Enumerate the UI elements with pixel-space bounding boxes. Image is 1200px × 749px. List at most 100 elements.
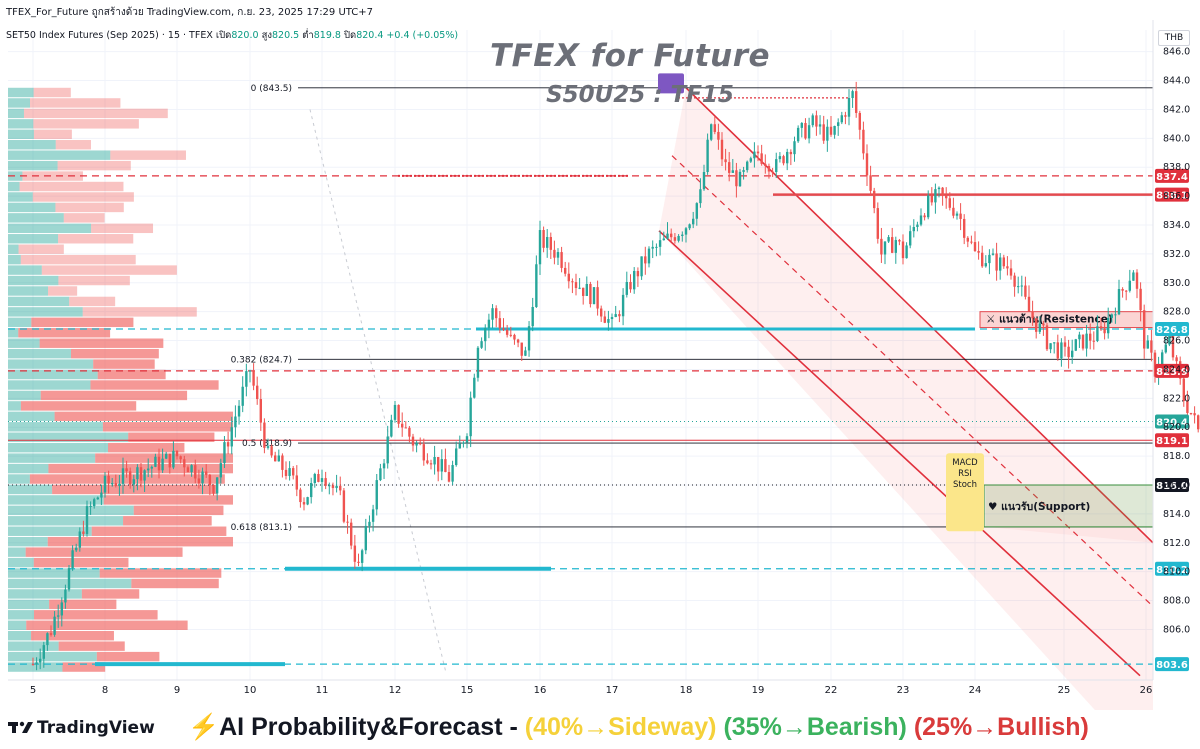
candle-body [677,235,680,241]
support-label: ♥ แนวรับ(Support) [988,501,1090,513]
candle-body [629,281,632,290]
candle-body [869,175,872,191]
candle-body [186,467,190,473]
tradingview-logo[interactable]: TradingView [8,718,155,738]
volume-profile-up-bar [8,234,59,244]
candle-body [582,287,585,296]
fib-label-0.382: 0.382 (824.7) [231,355,292,365]
volume-profile-down-bar [82,307,197,317]
candle-body [212,484,215,494]
volume-profile-down-bar [108,442,185,453]
candle-body [567,273,570,282]
volume-profile-up-bar [8,140,56,150]
volume-profile-down-bar [55,140,91,150]
candle-body [930,195,933,203]
symbol-name: SET50 Index Futures (Sep 2025) · 15 · TF… [6,30,213,41]
volume-profile-down-bar [93,359,155,369]
candle-body [393,404,397,420]
candle-body [887,237,890,242]
candle-body [963,218,966,238]
price-tag-bg [1155,322,1189,336]
volume-profile-up-bar [8,338,40,348]
price-tag-820.4: 820.4 [1156,417,1188,428]
candle-body [1193,413,1196,416]
candle-body [1009,268,1013,276]
volume-profile-up-bar [8,98,30,108]
candle-body [658,240,662,247]
candle-body [237,405,241,417]
volume-profile-down-bar [62,662,106,672]
price-chart[interactable]: 0 (843.5) 0.382 (824.7) 0.5 (818.9) 0.618 (… [0,0,1200,710]
candle-body [651,246,654,249]
volume-profile-up-bar [8,275,59,286]
candle-body [822,124,825,141]
candlestick-series [31,81,1200,671]
candle-body [1092,340,1095,342]
volume-profile-up-bar [8,129,34,140]
candle-body [71,550,74,569]
candle-body [295,475,298,490]
candle-body [556,252,560,258]
volume-profile-up-bar [8,568,100,578]
candle-body [516,339,520,343]
candle-body [720,139,724,160]
volume-profile-up-bar [8,651,97,662]
candle-body [633,270,636,290]
price-tick-842: 842.0 [1163,104,1190,115]
candle-body [1117,289,1121,315]
price-tick-830: 830.0 [1163,278,1190,289]
candle-body [57,615,60,617]
candle-body [53,616,56,635]
volume-profile-down-bar [81,589,140,599]
currency-button[interactable]: THB [1158,30,1190,46]
candle-body [666,233,669,239]
candle-body [800,123,803,128]
volume-profile-up-bar [8,411,55,422]
candle-body [775,159,778,173]
candle-body [1002,257,1005,267]
price-tag-823.9: 823.9 [1156,367,1188,378]
price-tag-bg [1155,433,1189,448]
candle-body [342,490,346,522]
candle-body [161,458,164,471]
volume-profile-down-bar [58,275,130,286]
candle-body [274,455,277,462]
candle-body [1024,285,1027,297]
volume-profile-down-bar [99,568,222,578]
candle-body [82,531,85,534]
candle-body [147,468,150,471]
time-axis: 5 8 9 10 11 12 15 16 17 18 19 22 23 24 25 26 [8,679,1153,696]
candle-body [183,459,186,468]
candle-body [248,370,252,372]
candle-body [118,483,121,486]
candle-body [1175,357,1178,362]
candle-body [1128,280,1131,291]
volume-profile-down-bar [48,286,78,296]
candle-body [948,198,951,208]
support-zone[interactable] [983,484,1154,528]
candle-body [858,112,861,130]
footer-bar: TradingView ⚡AI Probability&Forecast - (… [0,710,1200,749]
candle-body [1153,352,1157,377]
candle-body [331,485,335,489]
candle-body [241,386,244,406]
volume-profile-up-bar [8,589,82,599]
chart-frame[interactable]: 0 (843.5) 0.382 (824.7) 0.5 (818.9) 0.618 (… [0,0,1200,710]
volume-profile-down-bar [91,223,154,234]
candle-body [1103,328,1106,334]
volume-profile-up-bar [8,328,19,338]
candle-body [320,478,324,482]
time-tick-9: 9 [174,685,180,696]
price-tick-820: 820.0 [1163,422,1190,433]
candle-body [706,139,709,173]
forecast-bullish: (25%→Bullish) [913,713,1089,741]
symbol-legend[interactable]: SET50 Index Futures (Sep 2025) · 15 · TF… [6,28,458,43]
candle-body [313,474,316,484]
candle-body [542,230,545,248]
candle-body [114,483,117,486]
candle-body [636,270,640,277]
open-label: เปิด [215,30,232,41]
candle-body [538,230,542,265]
price-axis: 837.4 836.1 826.8 823.9 820.4 819.1 816.0 810.2… [1152,20,1190,680]
volume-profile-down-bar [95,453,233,463]
